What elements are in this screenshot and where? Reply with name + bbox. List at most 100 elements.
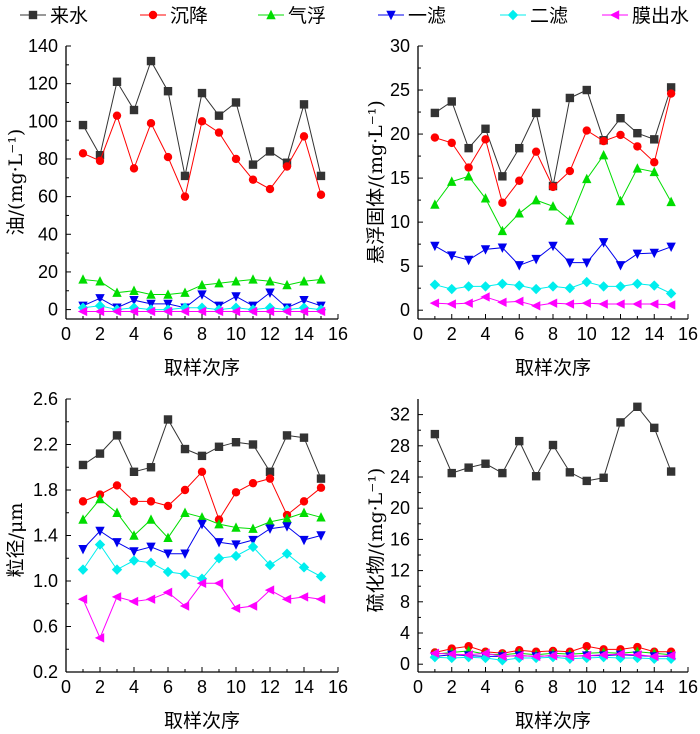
data-point (282, 522, 292, 532)
y-tick-label: 120 (28, 74, 58, 94)
data-point (214, 128, 224, 137)
data-point (129, 547, 139, 557)
legend-label: 一滤 (408, 5, 446, 27)
chart-panel-4: 0 2 4 6 8 10 12 14 16048121620242832取样次序硫化物/(mg·… (365, 399, 698, 732)
data-point (497, 225, 508, 236)
data-point (464, 163, 473, 172)
data-point (78, 497, 88, 506)
data-point (196, 573, 208, 584)
data-point (78, 514, 88, 524)
data-point (463, 298, 473, 308)
data-point (146, 56, 156, 66)
data-point (581, 650, 591, 661)
data-point (94, 539, 106, 550)
y-tick-label: 60 (38, 187, 58, 207)
data-point (430, 108, 440, 118)
data-point (248, 523, 258, 533)
data-point (315, 594, 326, 604)
data-point (282, 513, 292, 523)
data-point (463, 255, 474, 266)
data-point (480, 292, 490, 302)
data-point (197, 88, 207, 98)
data-point (299, 132, 309, 141)
data-point (111, 306, 122, 317)
data-point (146, 463, 156, 472)
data-point (112, 431, 122, 440)
data-point (197, 512, 207, 522)
x-axis-title: 取样次序 (164, 357, 240, 379)
data-point (464, 463, 473, 472)
data-point (497, 243, 508, 253)
legend-label: 膜出水 (632, 5, 689, 27)
data-point (197, 290, 207, 300)
data-point (248, 478, 258, 488)
x-tick-label: 12 (610, 677, 630, 697)
data-point (429, 298, 440, 308)
data-point (299, 507, 309, 517)
data-point (77, 306, 88, 317)
y-tick-label: 30 (390, 36, 410, 56)
data-point (666, 89, 676, 98)
x-tick-label: 4 (129, 324, 139, 344)
data-point (446, 649, 456, 659)
data-point (146, 514, 156, 524)
data-point (565, 468, 575, 477)
data-point (264, 559, 276, 571)
data-point (547, 650, 558, 661)
data-point (615, 649, 625, 659)
data-point (180, 485, 190, 495)
x-tick-label: 14 (294, 677, 314, 697)
data-point (145, 557, 157, 568)
data-point (498, 172, 507, 181)
series-line (82, 114, 322, 199)
data-point (564, 299, 575, 309)
x-tick-label: 8 (197, 324, 207, 344)
data-point (299, 497, 309, 506)
x-tick-label: 2 (447, 677, 457, 697)
data-point (632, 249, 643, 260)
data-point (128, 596, 139, 607)
data-point (248, 274, 258, 284)
x-tick-label: 16 (678, 677, 698, 697)
data-point (95, 276, 105, 286)
data-point (598, 281, 609, 292)
y-tick-label: 12 (390, 561, 410, 581)
data-point (599, 136, 608, 146)
y-tick-label: 140 (28, 36, 58, 56)
data-point (316, 474, 326, 483)
data-point (498, 468, 507, 478)
data-point (665, 300, 676, 310)
data-point (649, 280, 660, 291)
data-point (481, 459, 490, 468)
x-tick-label: 14 (294, 324, 314, 344)
data-point (430, 133, 440, 142)
data-point (163, 549, 173, 559)
data-point (265, 276, 275, 286)
x-tick-label: 10 (226, 677, 246, 697)
y-tick-label: 40 (38, 224, 58, 244)
data-point (231, 292, 241, 302)
x-tick-label: 0 (413, 677, 423, 697)
data-point (632, 163, 643, 173)
data-point (481, 135, 490, 144)
legend-label: 二滤 (530, 5, 568, 27)
data-point (231, 488, 241, 497)
data-point (248, 535, 258, 546)
y-tick-label: 20 (38, 262, 58, 282)
data-point (180, 287, 190, 297)
data-point (632, 299, 642, 309)
data-point (446, 283, 457, 295)
data-point (430, 241, 440, 252)
data-point (666, 83, 676, 92)
data-point (565, 215, 575, 225)
data-point (112, 507, 122, 517)
data-point (615, 195, 626, 206)
data-point (548, 201, 558, 211)
legend-marker (148, 10, 158, 20)
x-tick-label: 14 (644, 324, 664, 344)
data-point (531, 254, 541, 265)
data-point (598, 299, 608, 309)
data-point (447, 176, 457, 186)
y-tick-label: 80 (38, 149, 58, 169)
data-point (112, 111, 122, 120)
